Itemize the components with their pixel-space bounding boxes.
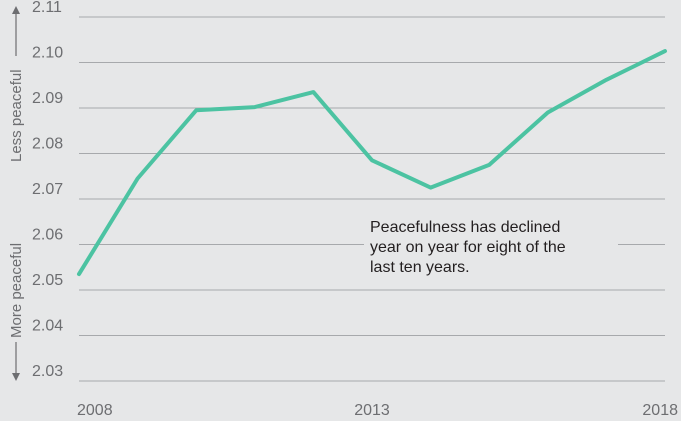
y-tick-label: 2.11 — [32, 0, 62, 16]
y-tick-label: 2.06 — [32, 227, 63, 244]
y-tick-label: 2.10 — [32, 45, 63, 62]
y-tick-label: 2.05 — [32, 272, 63, 289]
arrow-down-icon — [12, 373, 20, 381]
x-tick-label: 2018 — [642, 402, 678, 419]
annotation: Peacefulness has declined year on year f… — [364, 212, 618, 282]
y-tick-label: 2.08 — [32, 136, 63, 153]
peacefulness-direction-indicator: Less peaceful More peaceful — [8, 6, 25, 381]
y-tick-label: 2.03 — [32, 363, 63, 380]
y-tick-label: 2.04 — [32, 318, 63, 335]
less-peaceful-label: Less peaceful — [8, 69, 25, 162]
gridlines — [79, 16, 665, 382]
annotation-background — [364, 212, 618, 282]
annotation-line-2: year on year for eight of the — [370, 239, 566, 256]
series-line — [77, 49, 667, 277]
x-tick-label: 2013 — [354, 402, 390, 419]
annotation-line-3: last ten years. — [370, 259, 470, 276]
y-axis-tick-labels: 2.11 2.10 2.09 2.08 2.07 2.06 2.05 2.04 2.03 — [32, 0, 63, 380]
more-peaceful-label: More peaceful — [8, 243, 25, 338]
annotation-line-1: Peacefulness has declined — [370, 219, 560, 236]
y-tick-label: 2.09 — [32, 90, 63, 107]
arrow-up-icon — [12, 6, 20, 14]
x-axis-tick-labels: 2008 2013 2018 — [77, 402, 678, 419]
y-tick-label: 2.07 — [32, 181, 63, 198]
x-tick-label: 2008 — [77, 402, 113, 419]
